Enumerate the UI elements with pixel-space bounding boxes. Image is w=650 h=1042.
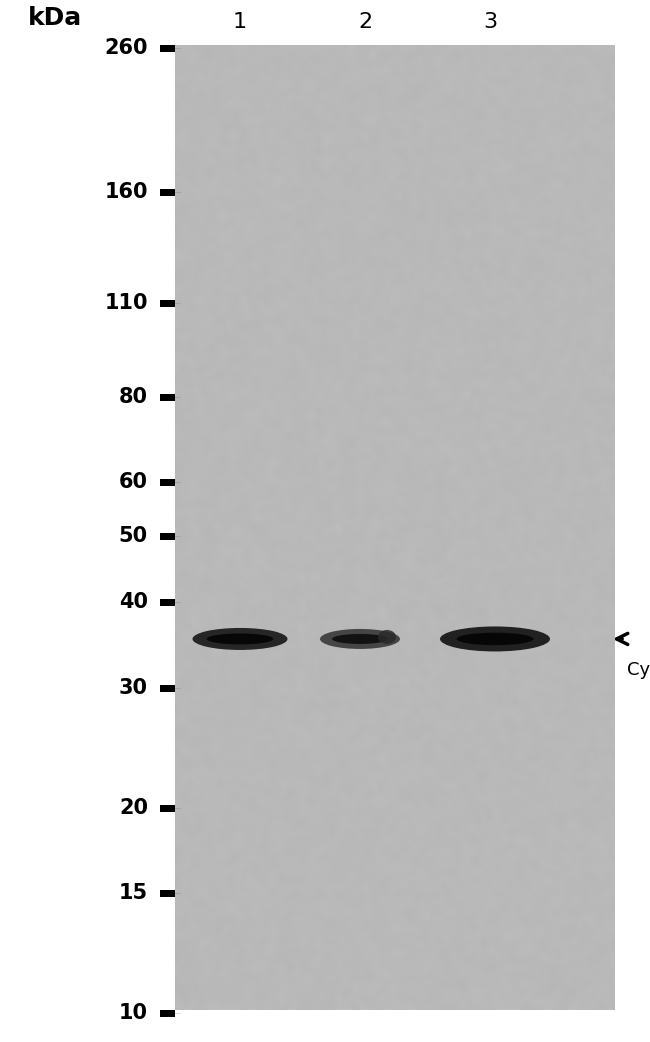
Bar (160, 189, 175, 196)
Bar (160, 890, 175, 897)
Ellipse shape (320, 629, 400, 649)
Text: 160: 160 (105, 181, 148, 202)
Text: 10: 10 (119, 1003, 148, 1023)
Bar (160, 394, 175, 401)
Text: 1: 1 (233, 13, 247, 32)
Ellipse shape (378, 630, 396, 644)
Text: 2: 2 (358, 13, 372, 32)
Bar (160, 45, 175, 52)
Ellipse shape (332, 634, 388, 644)
Text: 110: 110 (105, 293, 148, 313)
Text: 80: 80 (119, 387, 148, 407)
Text: 40: 40 (119, 593, 148, 613)
Ellipse shape (456, 632, 534, 645)
Bar (160, 300, 175, 306)
Text: 260: 260 (105, 38, 148, 58)
Bar (160, 804, 175, 812)
Bar (160, 1010, 175, 1017)
Bar (160, 685, 175, 692)
Text: Cyclin D1: Cyclin D1 (627, 661, 650, 679)
Text: 20: 20 (119, 798, 148, 818)
Bar (160, 534, 175, 541)
Bar (160, 599, 175, 606)
Ellipse shape (440, 626, 550, 651)
Ellipse shape (207, 634, 273, 644)
Text: kDa: kDa (28, 6, 82, 30)
Text: 15: 15 (119, 883, 148, 903)
Text: 60: 60 (119, 472, 148, 492)
Ellipse shape (192, 628, 287, 650)
Text: 3: 3 (483, 13, 497, 32)
Text: 30: 30 (119, 677, 148, 697)
Text: 50: 50 (119, 526, 148, 546)
Bar (175, 45, 615, 1010)
Bar (160, 479, 175, 487)
